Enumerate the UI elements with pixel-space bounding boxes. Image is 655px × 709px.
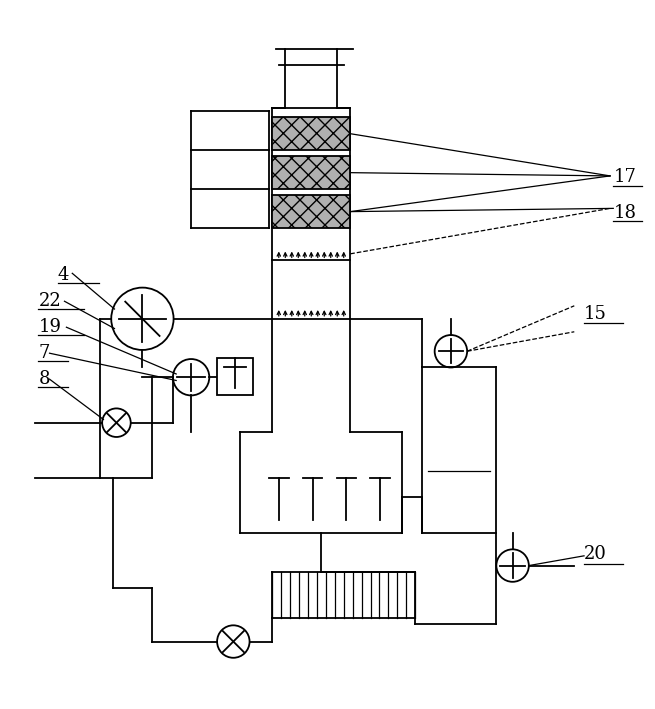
Text: 18: 18 — [613, 204, 636, 222]
Text: 4: 4 — [58, 266, 69, 284]
Text: 17: 17 — [613, 169, 636, 186]
Bar — [217, 358, 253, 395]
Text: 22: 22 — [39, 292, 62, 310]
Text: 8: 8 — [39, 369, 50, 388]
Text: 19: 19 — [39, 318, 62, 336]
Bar — [272, 118, 350, 150]
Bar — [272, 196, 350, 228]
Text: 7: 7 — [39, 344, 50, 362]
Text: 20: 20 — [584, 545, 607, 563]
Text: 15: 15 — [584, 305, 607, 323]
Bar — [272, 157, 350, 189]
